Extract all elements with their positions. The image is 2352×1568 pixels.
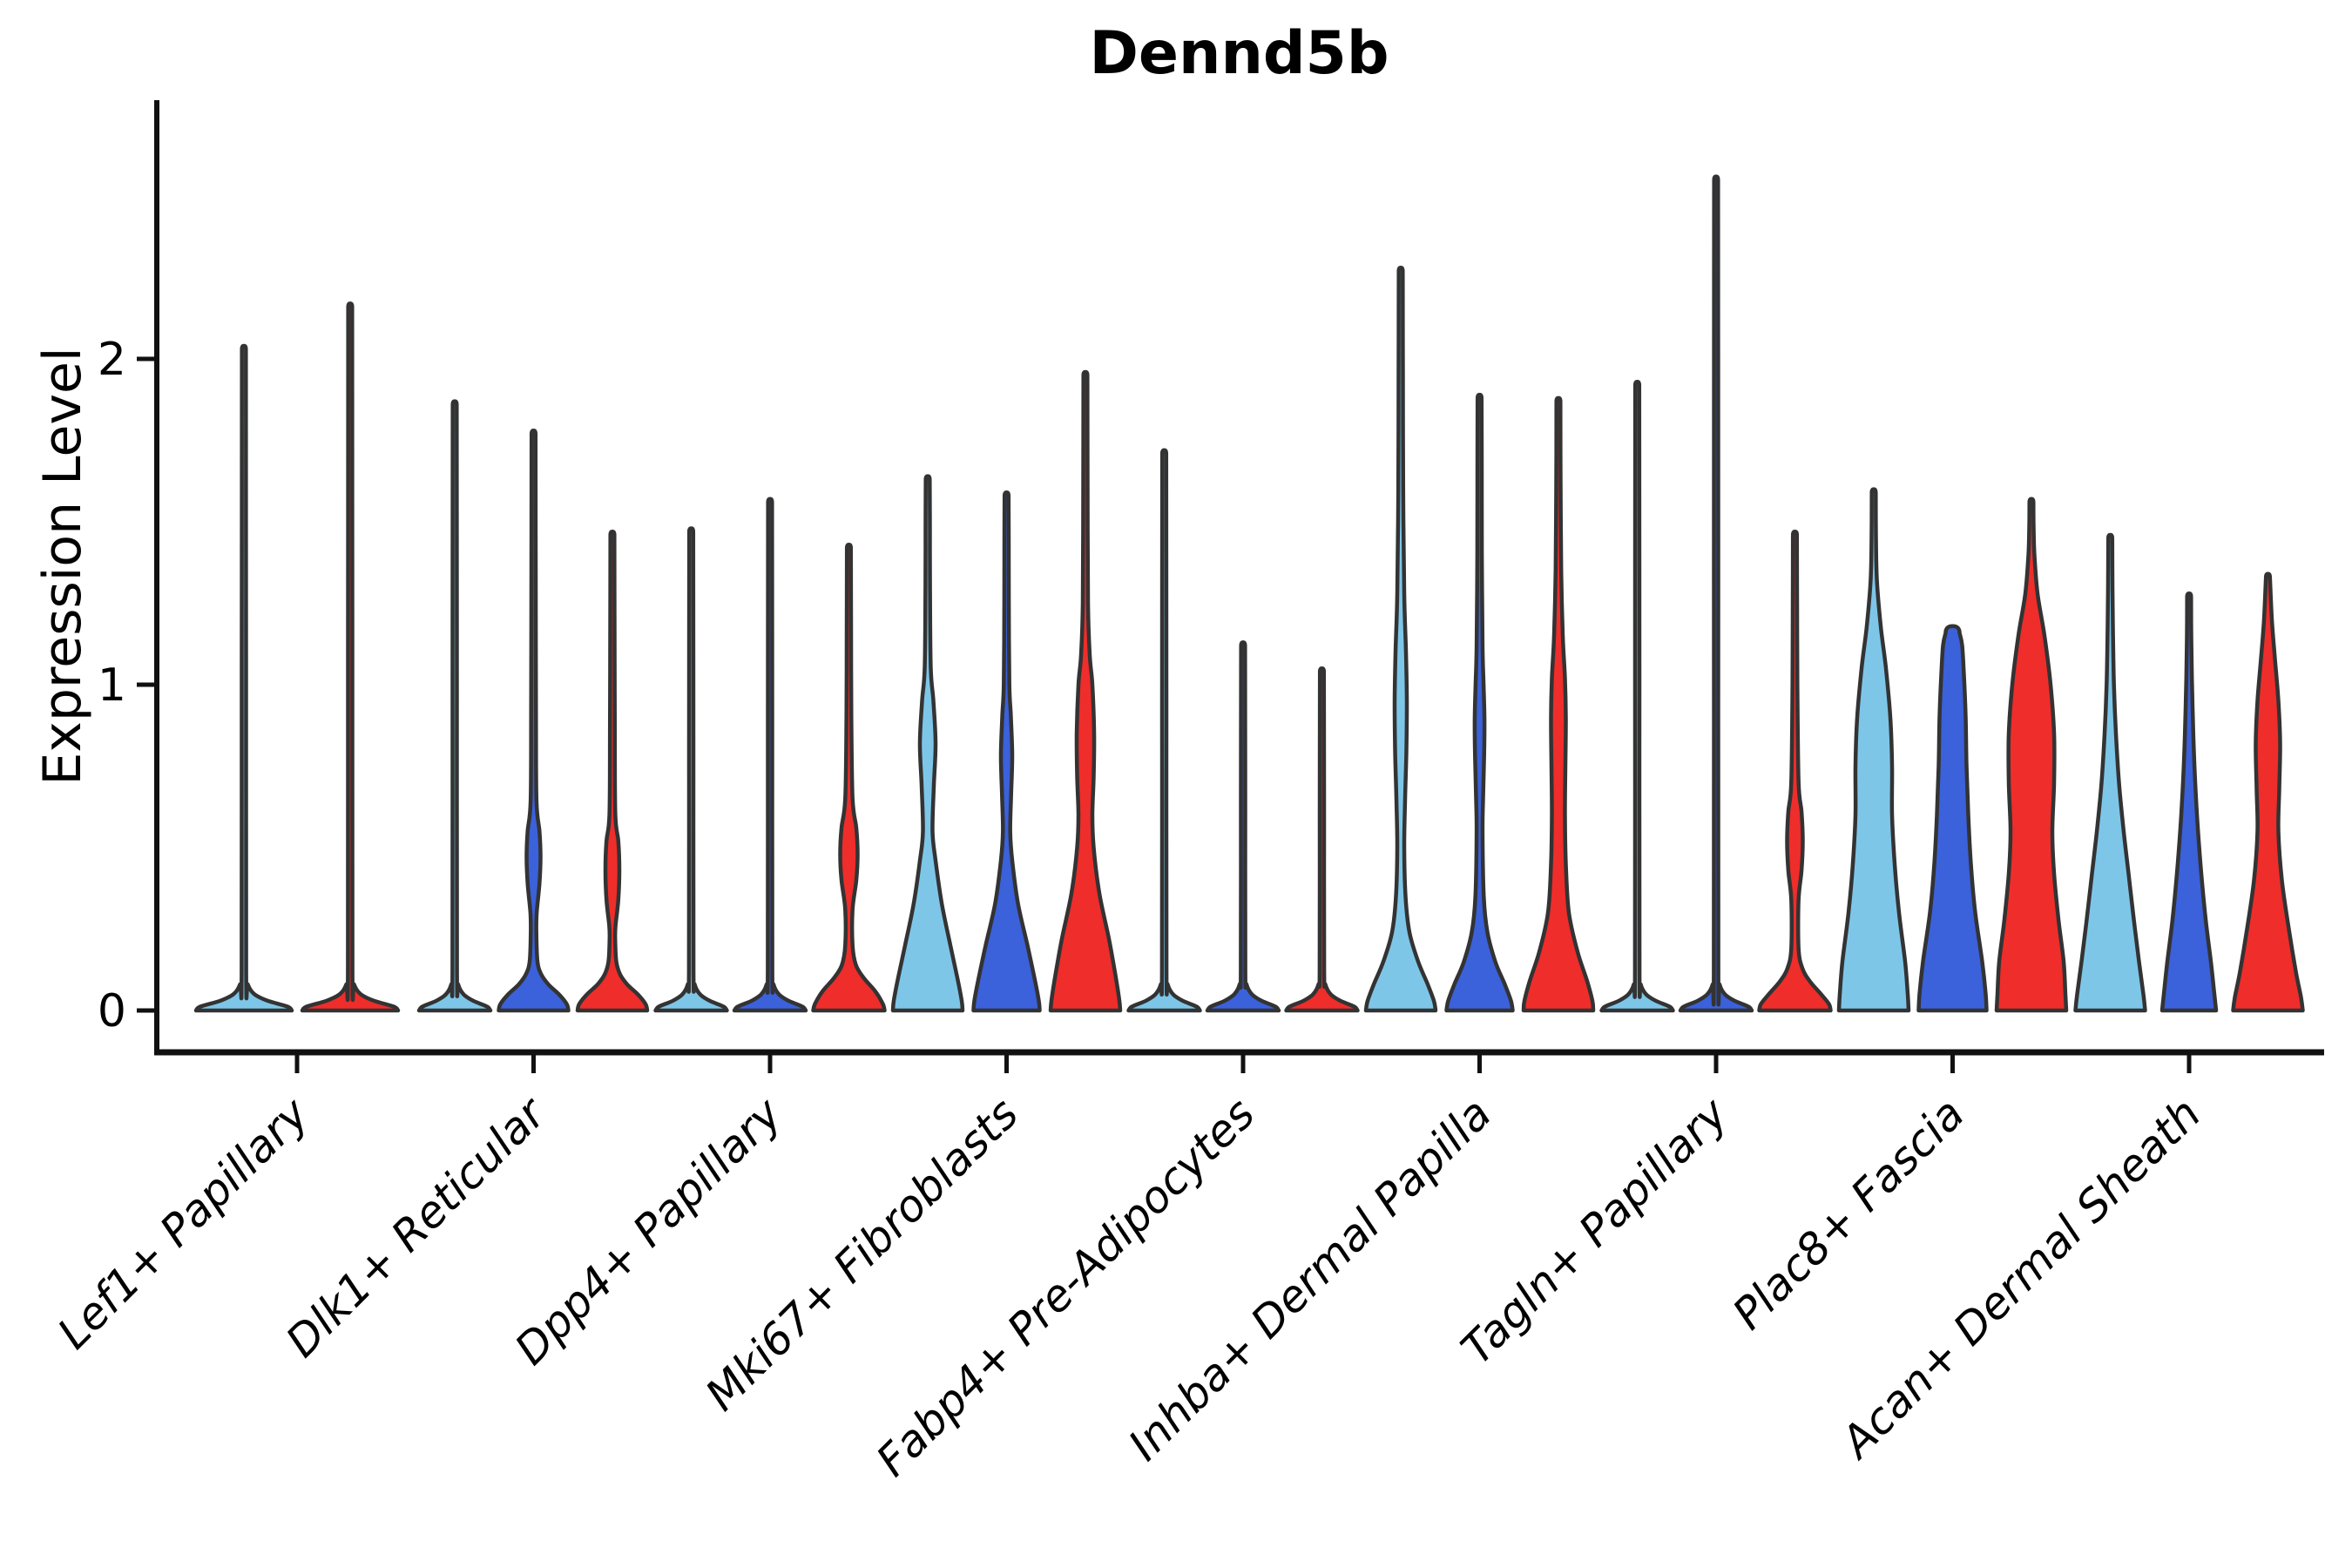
violin-mki67-fibroblasts-royalblue bbox=[971, 490, 1042, 1013]
violin-plac8-fascia-royalblue bbox=[1916, 624, 1989, 1013]
violin-dpp4-papillary-lightblue bbox=[653, 526, 729, 1013]
violin-dpp4-papillary-royalblue bbox=[732, 497, 808, 1013]
violin-mki67-fibroblasts-lightblue bbox=[890, 474, 965, 1013]
violin-plac8-fascia-red bbox=[1994, 497, 2069, 1013]
violin-tagln-papillary-lightblue bbox=[1599, 379, 1675, 1013]
violin-dlk1-reticular-royalblue bbox=[497, 429, 571, 1013]
chart-title: Dennd5b bbox=[1089, 19, 1389, 88]
violin-mki67-fibroblasts-red bbox=[1048, 369, 1123, 1013]
violin-fabp4-pre-adipocytes-red bbox=[1284, 666, 1360, 1013]
y-tick-label: 0 bbox=[98, 985, 126, 1037]
x-tick-label-fabp4-pre-adipocytes: Fabp4+ Pre-Adipocytes bbox=[867, 1088, 1265, 1486]
violin-dlk1-reticular-red bbox=[575, 529, 650, 1013]
x-tick-label-dlk1-reticular: Dlk1+ Reticular bbox=[276, 1086, 557, 1367]
x-tick-label-lef1-papillary: Lef1+ Papillary bbox=[48, 1087, 319, 1358]
violin-fabp4-pre-adipocytes-royalblue bbox=[1205, 640, 1281, 1013]
y-tick-label: 2 bbox=[98, 334, 126, 386]
violin-dpp4-papillary-red bbox=[811, 542, 887, 1013]
violin-lef1-papillary-lightblue bbox=[193, 343, 294, 1013]
violin-fabp4-pre-adipocytes-lightblue bbox=[1126, 448, 1202, 1013]
violin-plac8-fascia-lightblue bbox=[1836, 487, 1911, 1013]
violin-inhba-dermal-papilla-lightblue bbox=[1363, 266, 1438, 1013]
violin-acan-dermal-sheath-royalblue bbox=[2159, 591, 2219, 1013]
violin-tagln-papillary-royalblue bbox=[1678, 174, 1754, 1013]
violin-acan-dermal-sheath-lightblue bbox=[2073, 532, 2147, 1013]
violin-inhba-dermal-papilla-royalblue bbox=[1444, 392, 1515, 1013]
violin-dlk1-reticular-lightblue bbox=[416, 399, 493, 1013]
x-tick-label-tagln-papillary: Tagln+ Papillary bbox=[1451, 1087, 1738, 1374]
violin-inhba-dermal-papilla-red bbox=[1521, 395, 1596, 1013]
y-tick-label: 1 bbox=[98, 659, 126, 712]
violin-acan-dermal-sheath-red bbox=[2231, 571, 2305, 1013]
violin-lef1-papillary-red bbox=[300, 301, 401, 1013]
violin-tagln-papillary-red bbox=[1757, 529, 1833, 1013]
x-tick-label-plac8-fascia: Plac8+ Fascia bbox=[1723, 1088, 1974, 1339]
